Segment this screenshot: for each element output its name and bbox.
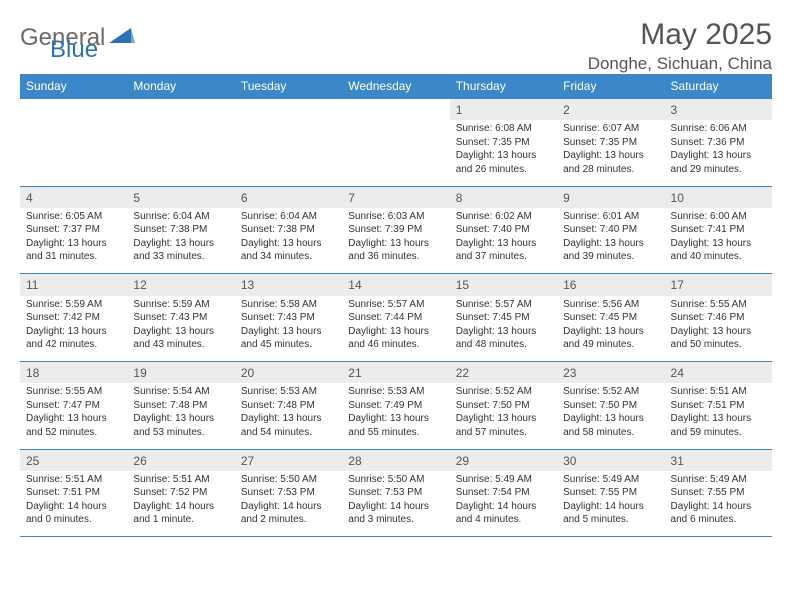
day-detail-row: Sunrise: 6:05 AMSunset: 7:37 PMDaylight:… [20, 208, 772, 274]
day-number-cell: 4 [20, 186, 127, 208]
day-detail-cell: Sunrise: 5:55 AMSunset: 7:47 PMDaylight:… [20, 383, 127, 449]
location: Donghe, Sichuan, China [588, 54, 772, 74]
day-number-cell: 7 [342, 186, 449, 208]
weekday-header: Monday [127, 74, 234, 99]
day-detail-cell: Sunrise: 6:08 AMSunset: 7:35 PMDaylight:… [450, 120, 557, 186]
weekday-header: Saturday [665, 74, 772, 99]
day-detail-cell: Sunrise: 5:49 AMSunset: 7:55 PMDaylight:… [557, 471, 664, 537]
day-number-cell: 5 [127, 186, 234, 208]
day-number-cell: 9 [557, 186, 664, 208]
day-number-cell: 8 [450, 186, 557, 208]
weekday-header-row: SundayMondayTuesdayWednesdayThursdayFrid… [20, 74, 772, 99]
day-number-cell [342, 99, 449, 121]
day-detail-cell: Sunrise: 5:59 AMSunset: 7:42 PMDaylight:… [20, 296, 127, 362]
day-number-cell: 17 [665, 274, 772, 296]
weekday-header: Wednesday [342, 74, 449, 99]
day-number-cell [235, 99, 342, 121]
day-number-cell: 12 [127, 274, 234, 296]
day-detail-cell: Sunrise: 6:00 AMSunset: 7:41 PMDaylight:… [665, 208, 772, 274]
day-detail-cell: Sunrise: 5:51 AMSunset: 7:52 PMDaylight:… [127, 471, 234, 537]
day-detail-cell: Sunrise: 5:51 AMSunset: 7:51 PMDaylight:… [665, 383, 772, 449]
day-number-cell: 19 [127, 362, 234, 384]
day-number-cell: 10 [665, 186, 772, 208]
day-number-cell: 22 [450, 362, 557, 384]
day-detail-cell [342, 120, 449, 186]
day-number-cell: 13 [235, 274, 342, 296]
day-detail-cell: Sunrise: 5:52 AMSunset: 7:50 PMDaylight:… [557, 383, 664, 449]
day-detail-cell: Sunrise: 5:53 AMSunset: 7:49 PMDaylight:… [342, 383, 449, 449]
day-detail-cell [127, 120, 234, 186]
weekday-header: Sunday [20, 74, 127, 99]
day-detail-cell: Sunrise: 6:04 AMSunset: 7:38 PMDaylight:… [127, 208, 234, 274]
day-detail-cell: Sunrise: 5:54 AMSunset: 7:48 PMDaylight:… [127, 383, 234, 449]
day-number-cell: 2 [557, 99, 664, 121]
weekday-header: Friday [557, 74, 664, 99]
day-detail-cell: Sunrise: 5:49 AMSunset: 7:55 PMDaylight:… [665, 471, 772, 537]
day-number-cell: 24 [665, 362, 772, 384]
day-detail-cell: Sunrise: 5:51 AMSunset: 7:51 PMDaylight:… [20, 471, 127, 537]
day-detail-cell: Sunrise: 5:56 AMSunset: 7:45 PMDaylight:… [557, 296, 664, 362]
day-number-cell: 31 [665, 449, 772, 471]
day-number-cell: 27 [235, 449, 342, 471]
day-detail-row: Sunrise: 5:55 AMSunset: 7:47 PMDaylight:… [20, 383, 772, 449]
day-detail-cell: Sunrise: 6:03 AMSunset: 7:39 PMDaylight:… [342, 208, 449, 274]
day-number-cell [127, 99, 234, 121]
day-number-cell: 20 [235, 362, 342, 384]
day-detail-cell: Sunrise: 5:50 AMSunset: 7:53 PMDaylight:… [235, 471, 342, 537]
logo-triangle-icon [109, 26, 135, 51]
title-block: May 2025 Donghe, Sichuan, China [588, 18, 772, 74]
day-number-row: 11121314151617 [20, 274, 772, 296]
day-number-cell: 14 [342, 274, 449, 296]
day-detail-cell: Sunrise: 6:02 AMSunset: 7:40 PMDaylight:… [450, 208, 557, 274]
day-detail-cell: Sunrise: 5:57 AMSunset: 7:45 PMDaylight:… [450, 296, 557, 362]
day-detail-cell: Sunrise: 5:59 AMSunset: 7:43 PMDaylight:… [127, 296, 234, 362]
day-number-cell: 26 [127, 449, 234, 471]
day-number-row: 18192021222324 [20, 362, 772, 384]
day-detail-cell: Sunrise: 5:52 AMSunset: 7:50 PMDaylight:… [450, 383, 557, 449]
day-number-cell: 3 [665, 99, 772, 121]
day-detail-cell: Sunrise: 5:58 AMSunset: 7:43 PMDaylight:… [235, 296, 342, 362]
day-detail-row: Sunrise: 6:08 AMSunset: 7:35 PMDaylight:… [20, 120, 772, 186]
day-number-cell: 28 [342, 449, 449, 471]
day-detail-cell: Sunrise: 6:04 AMSunset: 7:38 PMDaylight:… [235, 208, 342, 274]
day-number-cell: 1 [450, 99, 557, 121]
month-title: May 2025 [588, 18, 772, 52]
day-number-cell: 21 [342, 362, 449, 384]
bottom-rule [20, 537, 772, 538]
day-detail-cell: Sunrise: 5:49 AMSunset: 7:54 PMDaylight:… [450, 471, 557, 537]
day-number-cell: 6 [235, 186, 342, 208]
day-number-cell: 18 [20, 362, 127, 384]
weekday-header: Tuesday [235, 74, 342, 99]
day-number-cell: 29 [450, 449, 557, 471]
day-detail-row: Sunrise: 5:51 AMSunset: 7:51 PMDaylight:… [20, 471, 772, 537]
day-detail-cell: Sunrise: 5:55 AMSunset: 7:46 PMDaylight:… [665, 296, 772, 362]
day-detail-cell: Sunrise: 6:06 AMSunset: 7:36 PMDaylight:… [665, 120, 772, 186]
day-detail-cell: Sunrise: 6:07 AMSunset: 7:35 PMDaylight:… [557, 120, 664, 186]
logo-text-blue: Blue [50, 36, 98, 63]
calendar-table: SundayMondayTuesdayWednesdayThursdayFrid… [20, 74, 772, 537]
day-number-cell: 30 [557, 449, 664, 471]
day-detail-row: Sunrise: 5:59 AMSunset: 7:42 PMDaylight:… [20, 296, 772, 362]
day-detail-cell [235, 120, 342, 186]
day-number-cell: 15 [450, 274, 557, 296]
day-detail-cell: Sunrise: 5:50 AMSunset: 7:53 PMDaylight:… [342, 471, 449, 537]
day-detail-cell: Sunrise: 5:53 AMSunset: 7:48 PMDaylight:… [235, 383, 342, 449]
day-number-cell: 25 [20, 449, 127, 471]
day-detail-cell [20, 120, 127, 186]
day-number-cell [20, 99, 127, 121]
day-number-row: 45678910 [20, 186, 772, 208]
day-detail-cell: Sunrise: 6:05 AMSunset: 7:37 PMDaylight:… [20, 208, 127, 274]
day-detail-cell: Sunrise: 6:01 AMSunset: 7:40 PMDaylight:… [557, 208, 664, 274]
day-number-row: 123 [20, 99, 772, 121]
day-detail-cell: Sunrise: 5:57 AMSunset: 7:44 PMDaylight:… [342, 296, 449, 362]
day-number-cell: 11 [20, 274, 127, 296]
day-number-cell: 16 [557, 274, 664, 296]
day-number-row: 25262728293031 [20, 449, 772, 471]
day-number-cell: 23 [557, 362, 664, 384]
weekday-header: Thursday [450, 74, 557, 99]
